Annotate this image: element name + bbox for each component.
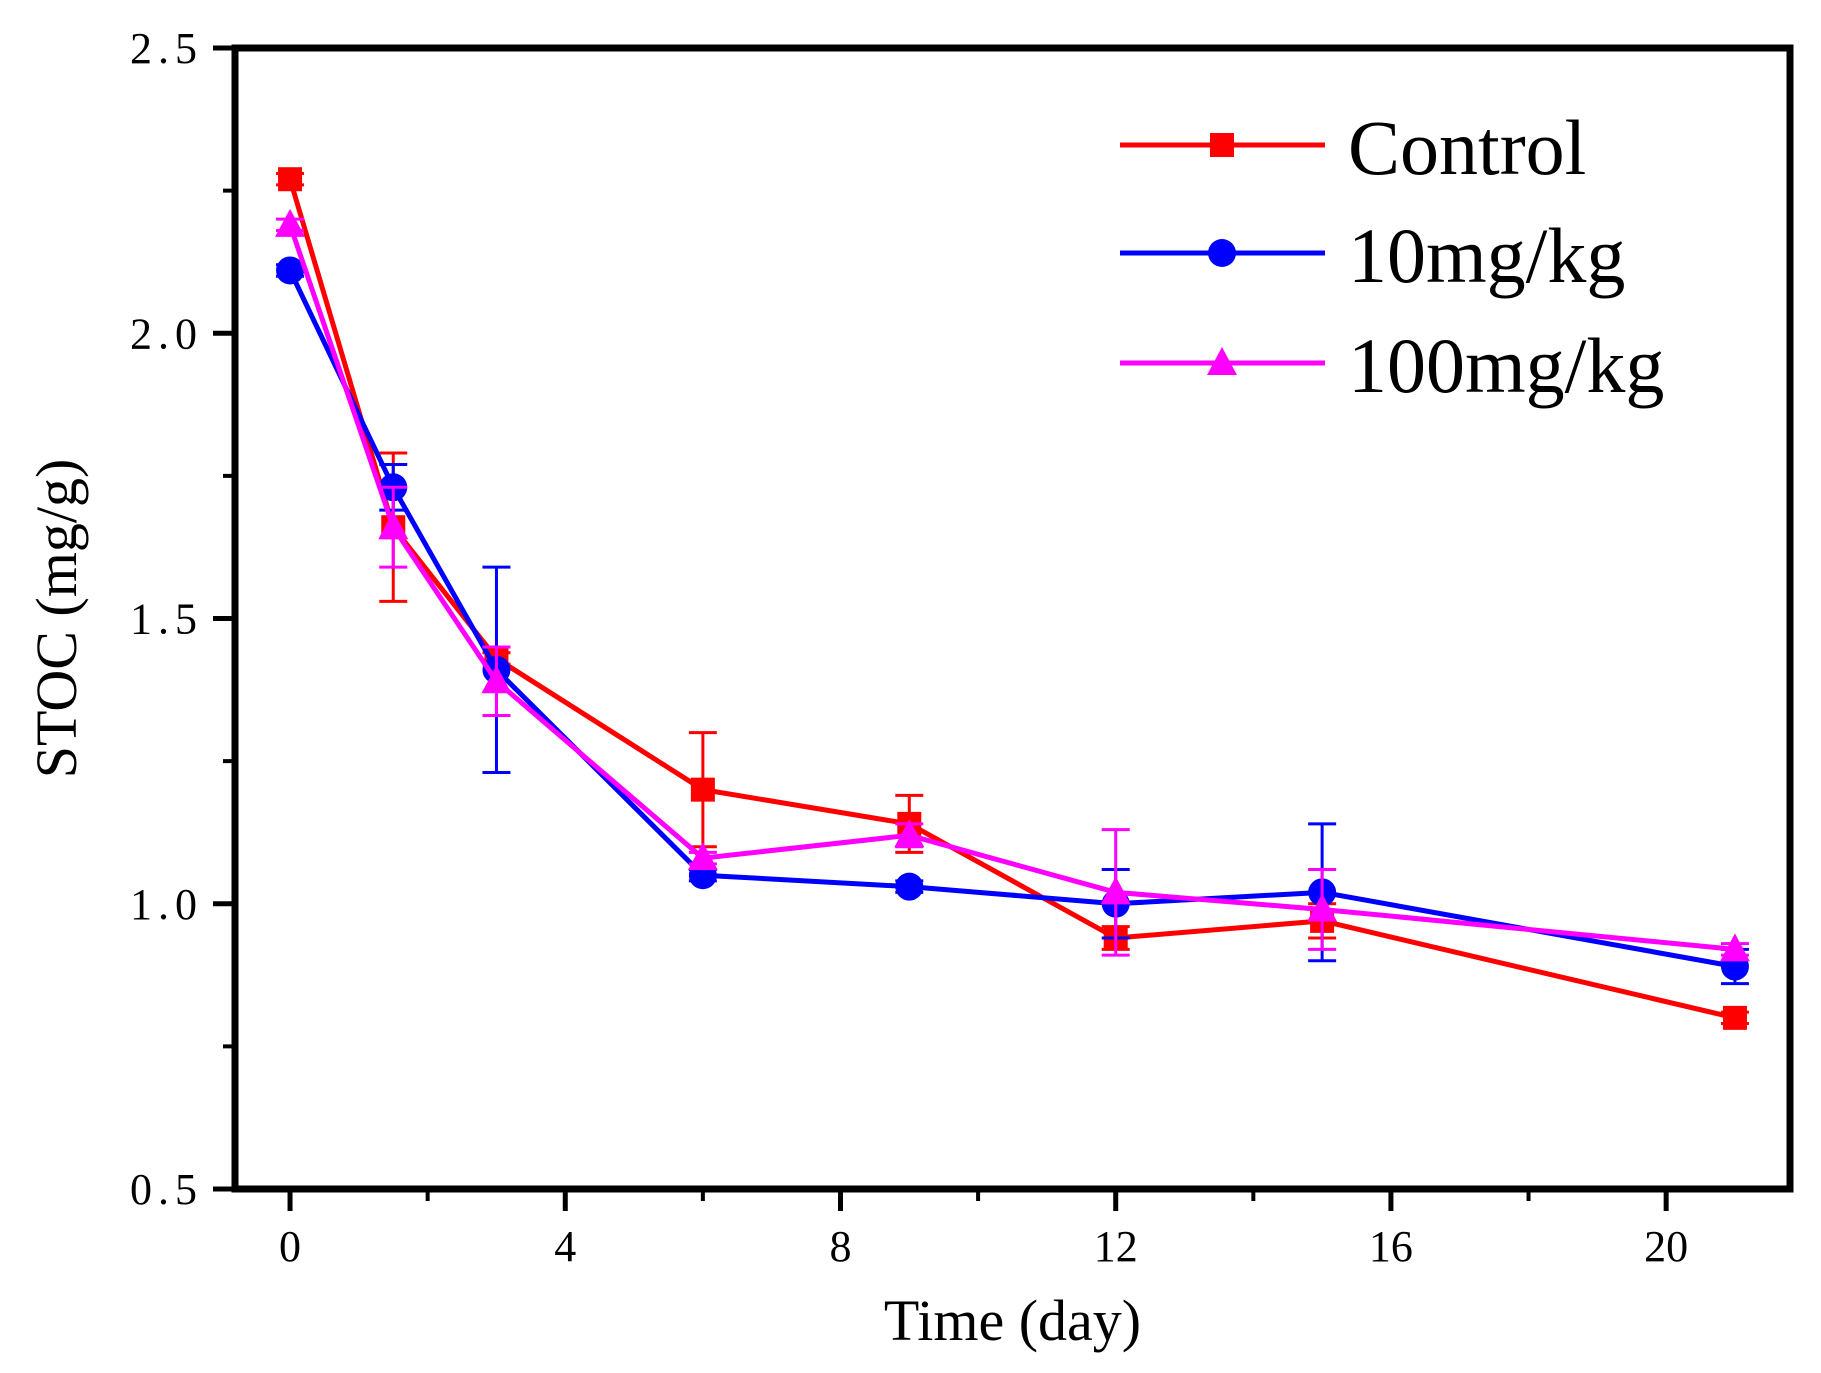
y-tick-label: 0.5 [130, 1165, 203, 1214]
data-point [481, 665, 512, 694]
x-tick-label: 20 [1644, 1222, 1688, 1271]
x-tick-label: 12 [1094, 1222, 1138, 1271]
series-100mg-kg [275, 208, 1750, 962]
legend-marker [1210, 133, 1234, 157]
legend-marker [1207, 347, 1237, 375]
x-tick-label: 8 [829, 1222, 851, 1271]
legend-item: 100mg/kg [1120, 322, 1664, 409]
x-axis-title: Time (day) [884, 1288, 1141, 1353]
x-tick-label: 4 [554, 1222, 576, 1271]
data-point [1100, 876, 1131, 905]
plot-content [275, 167, 1750, 1030]
x-axis: 0 4 8 12 16 20 [279, 1189, 1688, 1271]
legend-item: Control [1120, 104, 1586, 191]
series-line [287, 269, 1736, 969]
x-tick-label: 16 [1369, 1222, 1413, 1271]
data-point [690, 777, 715, 802]
legend-label: 100mg/kg [1348, 322, 1664, 409]
data-point [895, 872, 924, 901]
legend-marker [1208, 239, 1236, 267]
series-line [287, 224, 1736, 952]
y-tick-label: 1.0 [130, 880, 203, 929]
data-point [894, 819, 925, 848]
data-point [278, 167, 303, 192]
data-point [1307, 893, 1338, 922]
legend-label: Control [1348, 104, 1586, 191]
series-line [287, 178, 1736, 1021]
x-tick-label: 0 [279, 1222, 301, 1271]
data-point [1722, 1005, 1747, 1030]
legend-label: 10mg/kg [1348, 212, 1625, 299]
data-point [276, 256, 305, 285]
y-tick-label: 1.5 [130, 595, 203, 644]
data-point [275, 208, 306, 237]
y-axis-title: STOC (mg/g) [24, 459, 89, 779]
legend: Control 10mg/kg 100mg/kg [1120, 104, 1664, 409]
data-point [687, 842, 718, 871]
data-point [1719, 933, 1750, 962]
y-tick-label: 2.0 [130, 309, 203, 358]
data-point [378, 511, 409, 540]
y-axis: 0.5 1.0 1.5 2.0 2.5 [130, 24, 235, 1214]
y-tick-label: 2.5 [130, 24, 203, 73]
legend-item: 10mg/kg [1120, 212, 1625, 299]
